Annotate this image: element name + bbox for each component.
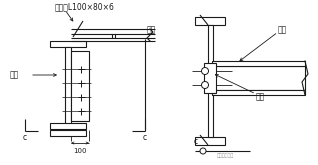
Circle shape — [200, 148, 206, 154]
Bar — [208, 25, 213, 137]
Text: 次梁: 次梁 — [147, 26, 156, 34]
Text: 100: 100 — [73, 148, 87, 154]
Text: c: c — [23, 132, 27, 142]
Text: 没视结构设计: 没视结构设计 — [216, 153, 234, 159]
Bar — [212, 90, 305, 95]
Text: 主梁: 主梁 — [256, 93, 265, 101]
Bar — [50, 41, 86, 47]
Bar — [71, 51, 89, 121]
Bar — [204, 63, 216, 93]
Bar — [50, 130, 86, 136]
Bar — [195, 17, 225, 25]
Bar — [50, 123, 86, 129]
Text: 次梁: 次梁 — [278, 26, 287, 34]
Circle shape — [202, 67, 209, 75]
Text: 不小于L100×80×6: 不小于L100×80×6 — [55, 2, 115, 12]
Bar — [212, 61, 305, 66]
Bar — [65, 47, 71, 129]
Bar — [212, 66, 305, 90]
Text: 主梁: 主梁 — [10, 70, 19, 80]
Text: c: c — [143, 132, 147, 142]
Bar — [195, 137, 225, 145]
Text: c: c — [194, 137, 198, 146]
Circle shape — [202, 82, 209, 88]
